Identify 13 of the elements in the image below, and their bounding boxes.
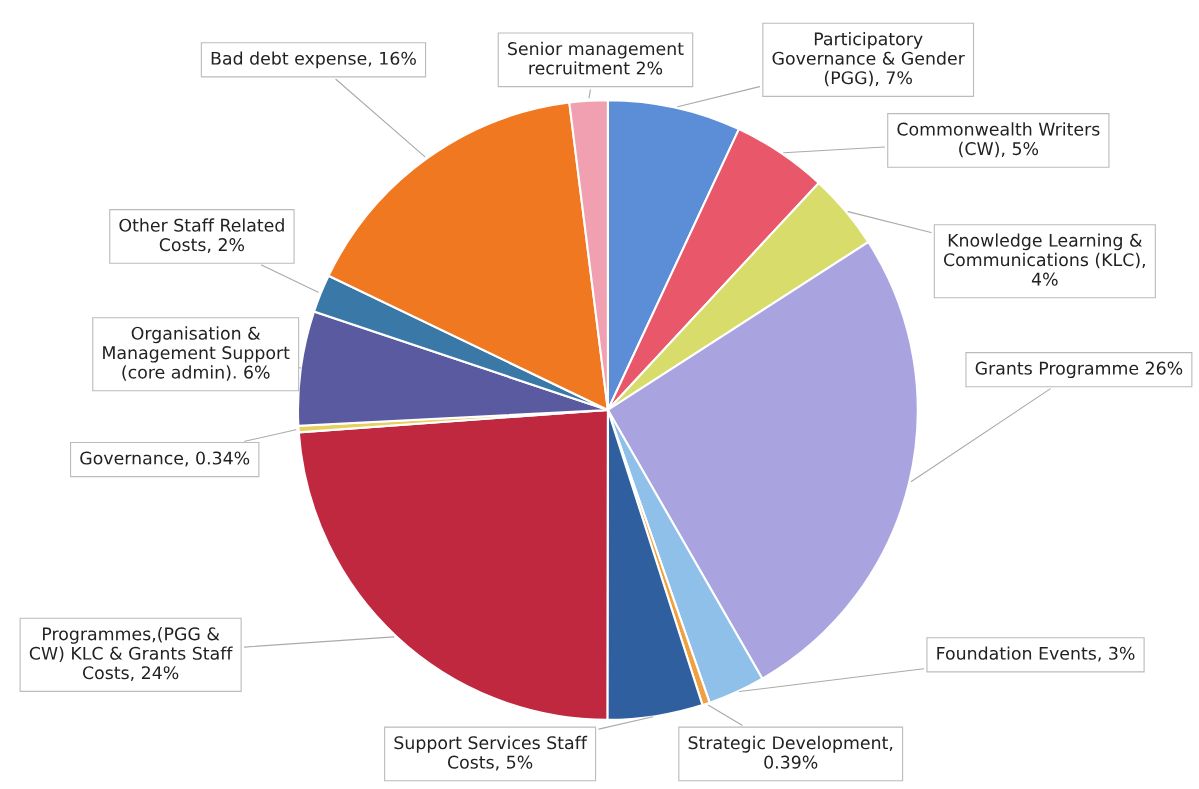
slice-label: Organisation & Management Support (core admin). 6% [103, 326, 290, 381]
slice-label: Other Staff Related Costs, 2% [119, 218, 284, 253]
slice-label: Commonwealth Writers (CW), 5% [897, 122, 1100, 158]
slice-label: Governance, 0.34% [80, 451, 250, 467]
slice-label: Participatory Governance & Gender (PGG), 7% [772, 31, 965, 87]
slice-label: Support Services Staff Costs, 5% [394, 735, 588, 771]
slice-label: Senior management recruitment 2% [508, 41, 684, 75]
slice-label: Foundation Events, 3% [937, 646, 1135, 662]
slice-label: Grants Programme 26% [975, 361, 1183, 379]
slice-label: Bad debt expense, 16% [211, 51, 416, 69]
slice-label: Programmes,(PGG & CW) KLC & Grants Staff Costs, 24% [29, 626, 233, 682]
slice-label: Knowledge Learning & Communications (KLC), 4% [943, 233, 1145, 286]
slice-label: Strategic Development, 0.39% [688, 735, 893, 769]
